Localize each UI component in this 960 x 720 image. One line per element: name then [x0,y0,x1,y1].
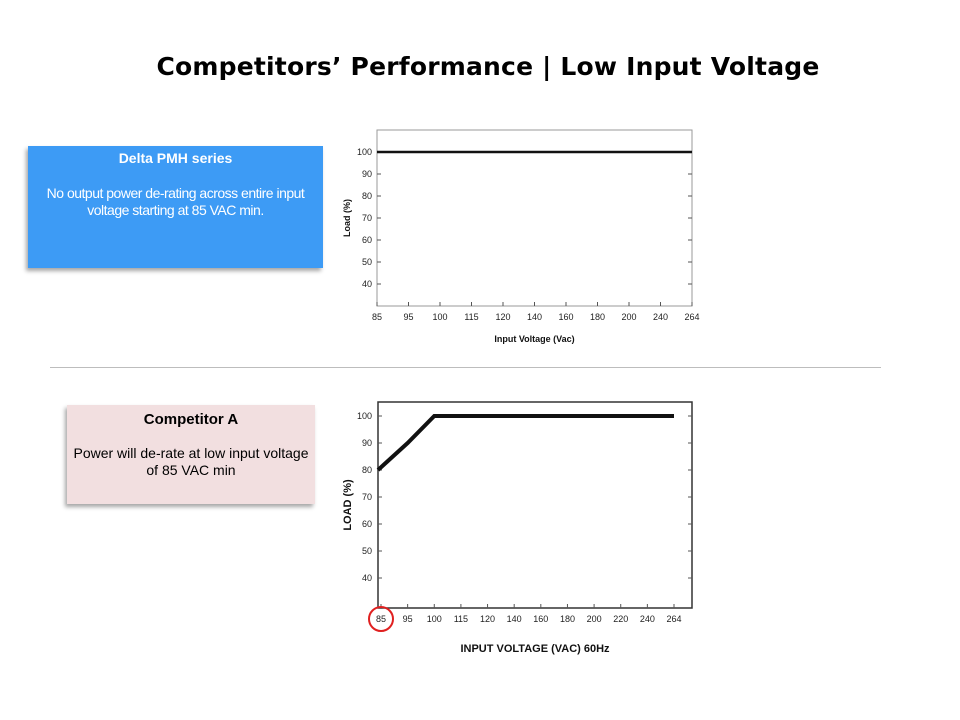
load-series-line [376,414,674,472]
y-tick-label: 100 [357,147,372,157]
x-tick-label: 264 [666,614,681,624]
x-tick-label: 100 [427,614,442,624]
y-tick-label: 60 [362,519,372,529]
x-tick-label: 240 [640,614,655,624]
y-axis-title: Load (%) [342,199,352,237]
section-divider [50,367,881,368]
y-tick-label: 50 [362,546,372,556]
x-tick-label: 180 [560,614,575,624]
delta-card-title: Delta PMH series [118,150,233,166]
x-tick-label: 85 [376,614,386,624]
x-axis-title: Input Voltage (Vac) [494,334,574,344]
y-tick-label: 80 [362,465,372,475]
y-tick-label: 60 [362,235,372,245]
x-tick-label: 180 [590,312,605,322]
x-tick-label: 160 [533,614,548,624]
x-tick-label: 240 [653,312,668,322]
x-tick-label: 115 [454,614,468,624]
competitor-card-body: Power will de-rate at low input voltage … [73,445,309,478]
x-tick-label: 200 [621,312,636,322]
delta-pmh-card: Delta PMH series No output power de-rati… [28,146,323,268]
y-tick-label: 40 [362,279,372,289]
competitor-card-title: Competitor A [143,411,239,428]
x-tick-label: 100 [432,312,447,322]
y-tick-label: 50 [362,257,372,267]
y-axis-title: LOAD (%) [342,479,354,531]
y-tick-label: 90 [362,438,372,448]
x-tick-label: 160 [558,312,573,322]
x-tick-label: 220 [613,614,628,624]
y-tick-label: 70 [362,492,372,502]
x-tick-label: 85 [372,312,382,322]
x-axis-title: INPUT VOLTAGE (VAC) 60Hz [460,643,610,655]
y-tick-label: 100 [357,411,372,421]
y-tick-label: 40 [362,573,372,583]
competitor-a-card: Competitor A Power will de-rate at low i… [67,405,315,504]
x-tick-label: 120 [495,312,510,322]
x-tick-label: 115 [464,312,478,322]
page-title: Competitors’ Performance | Low Input Vol… [156,52,820,81]
plot-frame [377,401,693,609]
x-tick-label: 120 [480,614,495,624]
y-tick-label: 80 [362,191,372,201]
x-tick-label: 264 [684,312,699,322]
x-tick-label: 95 [403,312,413,322]
x-tick-label: 95 [403,614,413,624]
highlight-circle [368,606,394,632]
y-tick-label: 70 [362,213,372,223]
x-tick-label: 140 [527,312,542,322]
delta-card-body: No output power de-rating across entire … [46,185,305,218]
x-tick-label: 140 [507,614,522,624]
x-tick-label: 200 [587,614,602,624]
y-tick-label: 90 [362,169,372,179]
